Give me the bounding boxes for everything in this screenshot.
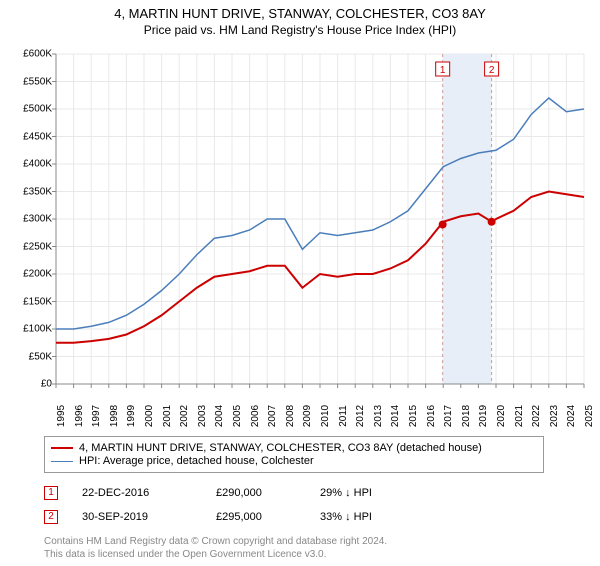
svg-text:2: 2 [489, 65, 495, 76]
xtick-label: 2003 [197, 405, 208, 427]
ytick-label: £200K [10, 269, 52, 280]
footer-line-1: Contains HM Land Registry data © Crown c… [44, 536, 387, 547]
ytick-label: £450K [10, 131, 52, 142]
xtick-label: 2002 [179, 405, 190, 427]
xtick-label: 2001 [162, 405, 173, 427]
ytick-label: £100K [10, 324, 52, 335]
sale-date-2: 30-SEP-2019 [82, 511, 192, 523]
ytick-label: £400K [10, 159, 52, 170]
ytick-label: £50K [10, 351, 52, 362]
ytick-label: £300K [10, 214, 52, 225]
xtick-label: 2017 [443, 405, 454, 427]
xtick-label: 2024 [566, 405, 577, 427]
xtick-label: 2012 [355, 405, 366, 427]
svg-text:1: 1 [440, 65, 446, 76]
xtick-label: 2004 [214, 405, 225, 427]
sale-diff-1: 29% ↓ HPI [320, 487, 372, 499]
xtick-label: 1998 [109, 405, 120, 427]
xtick-label: 2005 [232, 405, 243, 427]
xtick-label: 2019 [478, 405, 489, 427]
xtick-label: 1999 [126, 405, 137, 427]
chart-svg: 12 [56, 54, 584, 384]
legend: 4, MARTIN HUNT DRIVE, STANWAY, COLCHESTE… [44, 436, 544, 473]
sale-price-2: £295,000 [216, 511, 296, 523]
sale-diff-2: 33% ↓ HPI [320, 511, 372, 523]
ytick-label: £500K [10, 104, 52, 115]
xtick-label: 2021 [514, 405, 525, 427]
xtick-label: 2023 [549, 405, 560, 427]
legend-swatch-property [51, 447, 73, 449]
xtick-label: 2014 [390, 405, 401, 427]
xtick-label: 1995 [56, 405, 67, 427]
legend-label-hpi: HPI: Average price, detached house, Colc… [79, 455, 314, 467]
xtick-label: 2013 [373, 405, 384, 427]
xtick-label: 2018 [461, 405, 472, 427]
xtick-label: 2009 [302, 405, 313, 427]
xtick-label: 2015 [408, 405, 419, 427]
xtick-label: 2000 [144, 405, 155, 427]
ytick-label: £350K [10, 186, 52, 197]
title-line-2: Price paid vs. HM Land Registry's House … [0, 23, 600, 37]
ytick-label: £0 [10, 379, 52, 390]
xtick-label: 2020 [496, 405, 507, 427]
legend-label-property: 4, MARTIN HUNT DRIVE, STANWAY, COLCHESTE… [79, 442, 482, 454]
plot-area: 12 [56, 54, 584, 384]
legend-swatch-hpi [51, 461, 73, 462]
xtick-label: 1996 [74, 405, 85, 427]
xtick-label: 2016 [426, 405, 437, 427]
xtick-label: 2007 [267, 405, 278, 427]
sale-row-1: 1 22-DEC-2016 £290,000 29% ↓ HPI [44, 486, 544, 500]
chart-container: 4, MARTIN HUNT DRIVE, STANWAY, COLCHESTE… [0, 6, 600, 566]
xtick-label: 2011 [338, 405, 349, 427]
legend-row-property: 4, MARTIN HUNT DRIVE, STANWAY, COLCHESTE… [51, 442, 537, 454]
xtick-label: 2006 [250, 405, 261, 427]
ytick-label: £250K [10, 241, 52, 252]
sale-row-2: 2 30-SEP-2019 £295,000 33% ↓ HPI [44, 510, 544, 524]
sale-price-1: £290,000 [216, 487, 296, 499]
xtick-label: 2025 [584, 405, 595, 427]
xtick-label: 2008 [285, 405, 296, 427]
sale-marker-2: 2 [44, 510, 58, 524]
footer-line-2: This data is licensed under the Open Gov… [44, 549, 326, 560]
ytick-label: £150K [10, 296, 52, 307]
ytick-label: £550K [10, 76, 52, 87]
sale-date-1: 22-DEC-2016 [82, 487, 192, 499]
xtick-label: 2022 [531, 405, 542, 427]
ytick-label: £600K [10, 49, 52, 60]
chart-area: £0 £50K £100K £150K £200K £250K £300K £350K £400… [10, 50, 590, 425]
xtick-label: 2010 [320, 405, 331, 427]
title-line-1: 4, MARTIN HUNT DRIVE, STANWAY, COLCHESTE… [0, 6, 600, 21]
sale-marker-1: 1 [44, 486, 58, 500]
legend-row-hpi: HPI: Average price, detached house, Colc… [51, 455, 537, 467]
xtick-label: 1997 [91, 405, 102, 427]
